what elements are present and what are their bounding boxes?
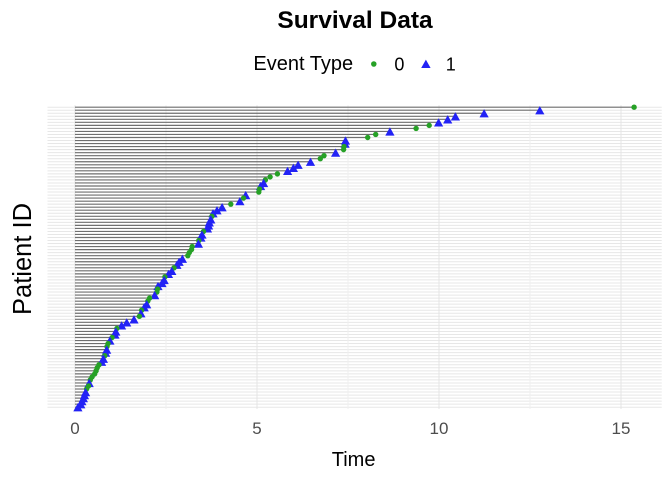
svg-text:Patient ID: Patient ID [9,203,37,315]
svg-text:0: 0 [394,55,404,75]
svg-text:10: 10 [430,419,449,438]
svg-text:15: 15 [612,419,631,438]
svg-text:1: 1 [446,55,456,75]
svg-text:Time: Time [332,449,376,471]
svg-text:0: 0 [70,419,79,438]
svg-text:5: 5 [252,419,261,438]
svg-text:Event Type: Event Type [253,53,353,75]
svg-text:Survival Data: Survival Data [277,7,433,34]
